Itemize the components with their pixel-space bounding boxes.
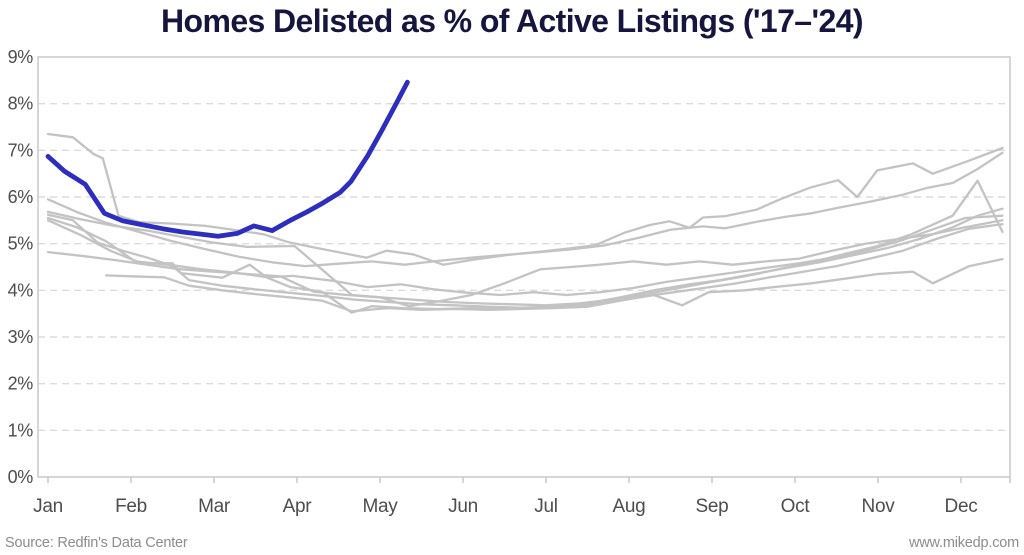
highlight-series-line xyxy=(45,79,410,239)
context-series-line xyxy=(46,151,1004,268)
x-axis-label: Feb xyxy=(115,496,147,517)
context-series-line xyxy=(46,207,1004,309)
context-series-line xyxy=(46,219,1004,314)
y-axis-label: 7% xyxy=(8,140,34,160)
y-axis-label: 0% xyxy=(8,467,34,487)
context-series-line xyxy=(104,257,1004,313)
source-attribution: Source: Redfin's Data Center xyxy=(5,535,188,551)
x-axis-label: Aug xyxy=(613,496,646,517)
y-axis-label: 2% xyxy=(8,374,34,394)
y-axis-label: 4% xyxy=(8,280,34,300)
y-axis-label: 1% xyxy=(8,420,34,440)
chart-title: Homes Delisted as % of Active Listings (… xyxy=(161,3,864,39)
x-axis-label: Oct xyxy=(781,496,811,517)
series-lines xyxy=(45,79,1004,314)
y-axis-label: 3% xyxy=(8,327,34,347)
y-axis-label: 9% xyxy=(8,47,34,67)
context-series-line xyxy=(46,179,1004,307)
x-axis-ticks xyxy=(47,477,1011,483)
x-axis-label: Apr xyxy=(283,496,313,517)
y-axis-label: 5% xyxy=(8,234,34,254)
x-axis-labels: Jan Feb Mar Apr May Jun Jul Aug Sep Oct Nov Dec xyxy=(33,496,978,517)
x-axis-label: May xyxy=(363,496,399,517)
context-series-line xyxy=(46,219,1004,308)
x-axis-label: Jul xyxy=(534,496,557,517)
y-axis-label: 8% xyxy=(8,94,34,114)
x-axis-label: Jun xyxy=(448,496,478,517)
x-axis-label: Jan xyxy=(33,496,63,517)
context-series-line xyxy=(46,214,1004,297)
plot-border xyxy=(37,56,1011,478)
x-axis-label: Dec xyxy=(945,496,978,517)
x-axis-label: Mar xyxy=(198,496,231,517)
y-axis-labels: 0% 1% 2% 3% 4% 5% 6% 7% 8% 9% xyxy=(8,47,34,487)
x-axis-label: Nov xyxy=(862,496,896,517)
gridlines xyxy=(38,102,1010,432)
website-attribution: www.mikedp.com xyxy=(908,535,1019,551)
y-axis-label: 6% xyxy=(8,187,34,207)
x-axis-label: Sep xyxy=(696,496,729,517)
